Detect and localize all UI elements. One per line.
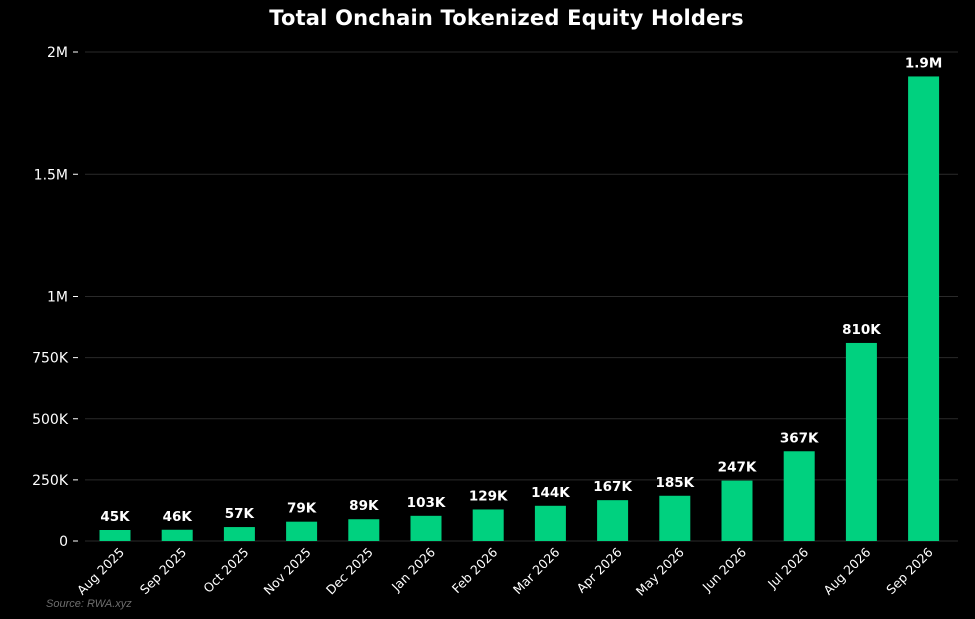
bar [659, 495, 691, 541]
x-tick-label: Apr 2026 [574, 544, 625, 595]
x-tick-label: Sep 2026 [883, 544, 936, 597]
bar-value-label: 367K [780, 430, 819, 446]
bar-value-label: 810K [842, 322, 881, 338]
x-tick-label: Oct 2025 [200, 545, 251, 596]
x-tick-label: Dec 2025 [323, 545, 376, 598]
bar-value-label: 129K [469, 488, 508, 504]
bar-value-label: 144K [531, 485, 570, 501]
bar-value-label: 79K [287, 501, 317, 517]
bar [845, 342, 877, 541]
bar [161, 529, 193, 541]
bar [721, 480, 753, 541]
bar [286, 521, 318, 541]
x-tick-label: Feb 2026 [449, 544, 501, 596]
bar [223, 527, 255, 541]
bar-value-label: 45K [100, 509, 130, 525]
bar [99, 529, 131, 541]
x-tick-label: Mar 2026 [510, 544, 563, 597]
grid-lines [85, 51, 958, 542]
bar [597, 500, 629, 541]
y-tick-label: 2M [47, 45, 68, 61]
y-tick-label: 0 [59, 534, 68, 550]
bar [908, 76, 940, 541]
y-tick-label: 1.5M [34, 167, 68, 183]
y-tick-label: 1M [47, 290, 68, 306]
source-note: Source: RWA.xyz [46, 598, 132, 610]
x-tick-label: Nov 2025 [261, 545, 314, 598]
x-tick-label: Aug 2025 [74, 545, 127, 598]
y-axis: 0 250K 500K 750K 1M 1.5M 2M [32, 45, 78, 550]
x-tick-label: May 2026 [633, 544, 687, 598]
bar-value-label: 103K [407, 495, 446, 511]
bar [534, 505, 566, 541]
bar-value-label: 185K [655, 475, 694, 491]
x-tick-label: Jun 2026 [699, 544, 749, 594]
bar-value-label: 1.9M [905, 55, 942, 71]
x-tick-label: Jul 2026 [764, 544, 811, 591]
bar [783, 451, 815, 541]
y-tick-label: 500K [32, 412, 69, 428]
bar [410, 515, 442, 541]
bar-value-label: 89K [349, 498, 379, 514]
y-tick-label: 750K [32, 351, 69, 367]
x-tick-label: Jan 2026 [388, 544, 438, 594]
bar-value-label: 46K [163, 509, 193, 525]
chart-title: Total Onchain Tokenized Equity Holders [269, 6, 744, 30]
y-tick-label: 250K [32, 473, 69, 489]
x-axis: Aug 2025 Sep 2025 Oct 2025 Nov 2025 Dec 2025… [74, 544, 936, 598]
x-tick-label: Sep 2025 [137, 545, 190, 598]
x-tick-label: Aug 2026 [820, 544, 873, 597]
bar [348, 519, 380, 541]
bar-value-label: 57K [225, 506, 255, 522]
bar [472, 509, 504, 541]
bar-value-label: 247K [718, 460, 757, 476]
bars [99, 76, 940, 541]
bar-value-labels: 45K 46K 57K 79K 89K 103K 129K 144K 167K 185K 247K 3… [100, 55, 942, 525]
bar-value-label: 167K [593, 479, 632, 495]
